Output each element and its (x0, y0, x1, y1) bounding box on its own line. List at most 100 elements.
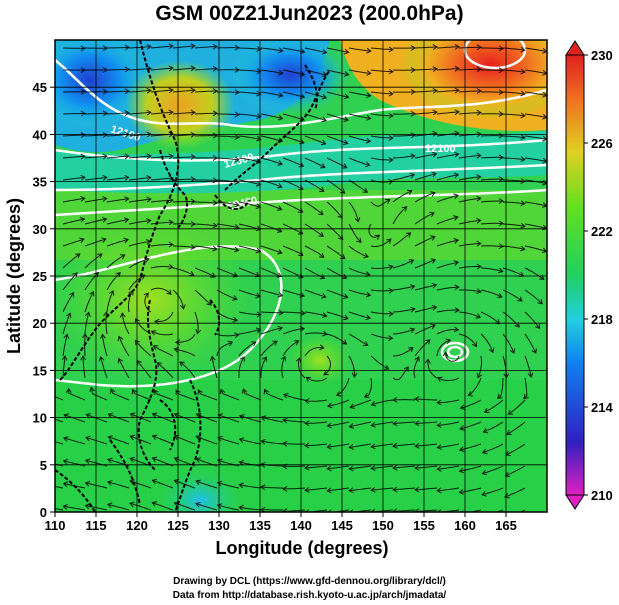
streamline-arrowhead (168, 175, 174, 182)
streamline (194, 112, 217, 115)
colorbar-tick-label: 218 (591, 312, 613, 327)
streamline-arrowhead (131, 388, 137, 395)
y-tick-label: 15 (33, 363, 47, 378)
streamline-arrowhead (102, 174, 108, 181)
streamline-arrowhead (255, 327, 262, 334)
streamline (370, 198, 391, 207)
streamline-arrowhead (321, 93, 328, 100)
streamline-arrowhead (144, 257, 150, 263)
streamline-arrowhead (388, 112, 394, 119)
streamline-arrowhead (362, 187, 369, 193)
streamline (238, 179, 261, 186)
streamline (502, 91, 525, 95)
streamline (370, 69, 393, 73)
streamline (107, 46, 130, 49)
streamline (524, 47, 547, 53)
streamline-arrowhead (261, 356, 267, 362)
streamline (348, 355, 355, 378)
streamline (524, 157, 547, 162)
streamline-arrowhead (276, 272, 283, 278)
streamline-arrowhead (101, 237, 107, 243)
streamline (524, 69, 547, 74)
streamline (437, 487, 460, 492)
streamline-arrowhead (174, 339, 181, 346)
streamline (524, 311, 540, 329)
streamline (63, 505, 86, 511)
streamline (445, 352, 460, 362)
streamline-arrowhead (129, 479, 135, 485)
streamline-arrowhead (282, 417, 288, 424)
streamline (216, 135, 240, 138)
streamline-arrowhead (80, 110, 86, 117)
streamline (62, 356, 66, 379)
streamline (260, 356, 267, 379)
streamline-arrowhead (498, 154, 504, 161)
streamline-arrowhead (128, 289, 134, 296)
streamline-arrowhead (459, 425, 465, 431)
streamline-arrowhead (151, 412, 158, 418)
streamline-arrowhead (414, 442, 420, 449)
streamline-arrowhead (365, 314, 372, 321)
streamline-arrowhead (349, 509, 354, 512)
streamline (108, 436, 130, 445)
streamline-arrowhead (481, 448, 488, 455)
streamline-arrowhead (216, 458, 223, 465)
streamline (304, 289, 326, 298)
streamline-arrowhead (168, 153, 174, 160)
streamline-arrowhead (326, 402, 333, 409)
streamline (502, 201, 525, 205)
streamline (458, 311, 481, 318)
streamline (326, 113, 349, 121)
streamline (414, 90, 438, 93)
streamline-arrowhead (454, 307, 460, 313)
streamline (326, 267, 347, 279)
streamline (371, 421, 394, 427)
streamline-arrowhead (454, 87, 460, 94)
streamline-arrowhead (146, 43, 152, 50)
streamline (392, 155, 415, 159)
streamline-arrowhead (63, 436, 69, 442)
streamline-arrowhead (143, 292, 149, 298)
streamline-arrowhead (117, 357, 123, 364)
streamline-arrowhead (282, 485, 288, 492)
streamline (414, 284, 437, 291)
streamline-arrowhead (342, 163, 348, 169)
streamline-arrowhead (304, 398, 310, 404)
streamline (128, 89, 151, 93)
streamline-arrowhead (537, 298, 543, 305)
x-tick-label: 115 (86, 518, 107, 533)
streamline (179, 361, 196, 379)
streamline-arrowhead (80, 195, 86, 202)
streamline (196, 413, 218, 423)
streamline (194, 311, 199, 334)
streamline-arrowhead (123, 237, 129, 244)
streamline-arrowhead (276, 205, 283, 211)
streamline-arrowhead (432, 130, 438, 137)
streamline (392, 190, 413, 203)
streamline-arrowhead (212, 177, 218, 184)
streamline-arrowhead (234, 179, 240, 185)
streamline-arrowhead (476, 195, 482, 202)
streamline (326, 157, 348, 169)
streamline-arrowhead (370, 400, 377, 407)
streamline-arrowhead (239, 414, 245, 420)
streamline (524, 135, 547, 140)
streamline-arrowhead (212, 88, 218, 95)
streamlines (55, 43, 547, 512)
y-tick-label: 25 (33, 269, 47, 284)
streamline-arrowhead (278, 309, 284, 316)
streamline (304, 69, 327, 76)
streamline-arrowhead (234, 332, 240, 339)
streamline-arrowhead (366, 92, 372, 99)
streamline (152, 502, 174, 511)
streamline (90, 387, 108, 401)
streamline-arrowhead (497, 292, 503, 298)
streamline-arrowhead (173, 346, 179, 353)
streamline-arrowhead (304, 464, 310, 471)
streamline-arrowhead (146, 65, 152, 72)
streamline-arrowhead (197, 389, 203, 395)
streamline (172, 111, 195, 115)
streamline-arrowhead (241, 388, 248, 394)
streamline (502, 69, 525, 73)
streamline-arrowhead (93, 271, 99, 278)
